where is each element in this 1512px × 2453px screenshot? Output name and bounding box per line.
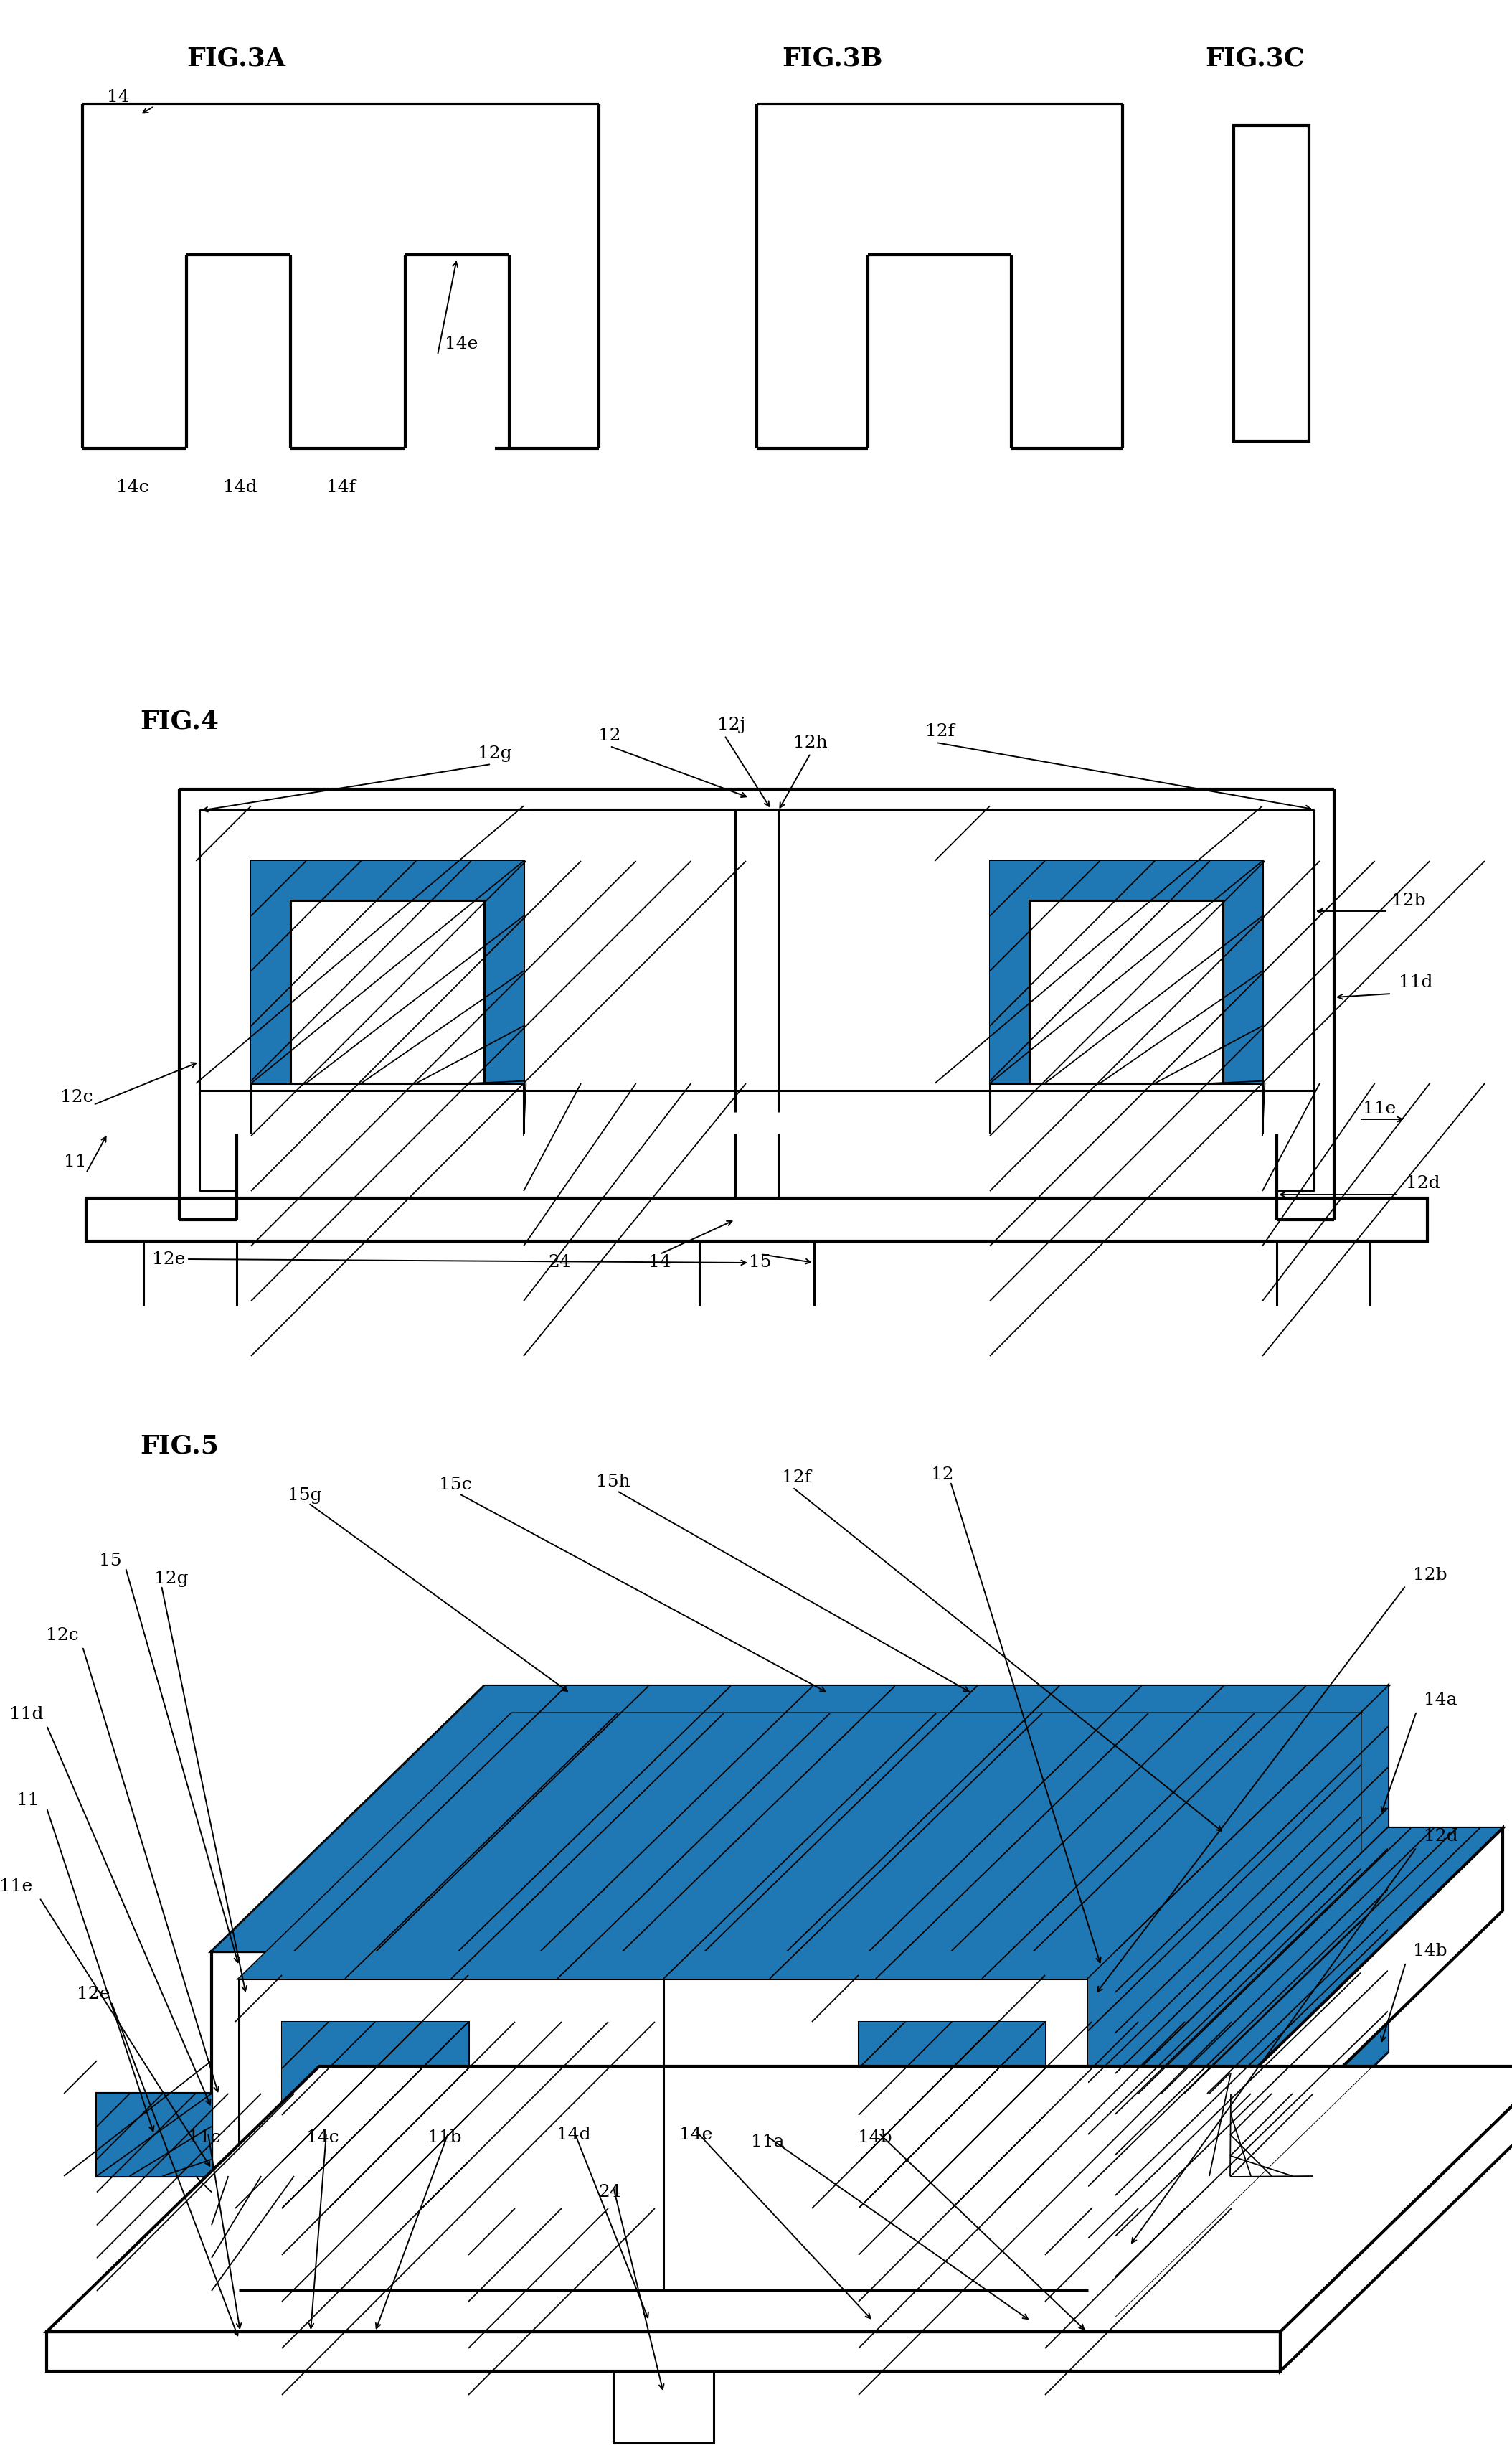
Text: FIG.3B: FIG.3B (782, 47, 883, 71)
Polygon shape (239, 1712, 1361, 1980)
Text: 11: 11 (64, 1153, 86, 1170)
Text: 12: 12 (599, 726, 621, 743)
Polygon shape (1231, 1827, 1503, 2176)
Text: 12f: 12f (782, 1469, 810, 1487)
Polygon shape (1089, 1712, 1361, 2291)
Text: FIG.3A: FIG.3A (186, 47, 286, 71)
Bar (86, 1197, 1427, 1241)
Bar (281, 2021, 469, 2208)
Bar (251, 861, 523, 1084)
Text: 12d: 12d (1424, 1827, 1458, 1845)
Bar (47, 2333, 1281, 2372)
Text: 12f: 12f (925, 724, 954, 741)
Text: 11e: 11e (1362, 1101, 1396, 1116)
Polygon shape (1116, 1827, 1503, 2092)
Text: 14e: 14e (445, 336, 478, 353)
Text: 11a: 11a (751, 2134, 785, 2149)
Text: 11b: 11b (428, 2129, 461, 2146)
Text: 11e: 11e (0, 1879, 32, 1896)
Text: 15h: 15h (596, 1474, 631, 1489)
Text: FIG.5: FIG.5 (141, 1433, 219, 1457)
Text: 12g: 12g (478, 746, 513, 760)
Text: FIG.3C: FIG.3C (1205, 47, 1305, 71)
Text: 12h: 12h (794, 733, 827, 751)
Text: 24: 24 (547, 1253, 572, 1271)
Text: 11c: 11c (187, 2129, 221, 2146)
Text: 12b: 12b (1391, 893, 1426, 908)
Text: 14d: 14d (556, 2127, 591, 2144)
Text: 14c: 14c (116, 481, 150, 496)
Bar (290, 900, 484, 1084)
Text: 14b: 14b (857, 2129, 892, 2146)
Bar (97, 2092, 212, 2176)
Text: 15: 15 (100, 1553, 122, 1570)
Text: 11d: 11d (1399, 974, 1433, 991)
Bar (990, 861, 1263, 1084)
Text: 11: 11 (17, 1793, 39, 1808)
Text: 12: 12 (931, 1467, 954, 1482)
Text: 14d: 14d (224, 481, 257, 496)
Text: 14c: 14c (307, 2129, 339, 2146)
Text: 12b: 12b (1414, 1567, 1447, 1582)
Text: 14f: 14f (327, 481, 355, 496)
Text: 12j: 12j (717, 716, 745, 733)
Text: 12g: 12g (154, 1570, 189, 1587)
Polygon shape (1281, 2065, 1512, 2372)
Text: 15c: 15c (438, 1477, 472, 1494)
Bar (1030, 900, 1223, 1084)
Text: 12d: 12d (1406, 1175, 1439, 1192)
Bar (1234, 125, 1309, 442)
Text: 14b: 14b (1414, 1943, 1447, 1960)
Text: 14: 14 (649, 1253, 671, 1271)
Bar (859, 2021, 1045, 2208)
Bar (859, 2021, 1045, 2208)
Polygon shape (1116, 1685, 1388, 2318)
Polygon shape (212, 1685, 1388, 1953)
Polygon shape (1116, 1827, 1503, 2092)
Bar (212, 1953, 1116, 2318)
Polygon shape (212, 1685, 1388, 1953)
Bar (239, 1980, 1089, 2291)
Text: 12c: 12c (60, 1089, 94, 1106)
Bar (97, 2092, 212, 2176)
Text: 15: 15 (748, 1253, 771, 1271)
Bar (990, 861, 1263, 1084)
Polygon shape (1089, 1712, 1361, 2291)
Text: 24: 24 (599, 2183, 621, 2200)
Text: 12e: 12e (77, 1987, 110, 2002)
Bar (1116, 2092, 1231, 2176)
Text: 14a: 14a (1424, 1693, 1458, 1710)
Text: FIG.4: FIG.4 (141, 709, 219, 733)
Text: 14: 14 (107, 88, 130, 105)
Text: 12c: 12c (47, 1626, 79, 1644)
Text: 12e: 12e (151, 1251, 184, 1268)
Text: 15g: 15g (287, 1487, 322, 1504)
Bar (281, 2021, 469, 2208)
Polygon shape (239, 1712, 1361, 1980)
Polygon shape (47, 2065, 1512, 2333)
Bar (251, 861, 523, 1084)
Bar (614, 2372, 714, 2443)
Text: 14e: 14e (679, 2127, 712, 2144)
Polygon shape (1116, 1685, 1388, 2318)
Text: 11d: 11d (9, 1707, 42, 1722)
